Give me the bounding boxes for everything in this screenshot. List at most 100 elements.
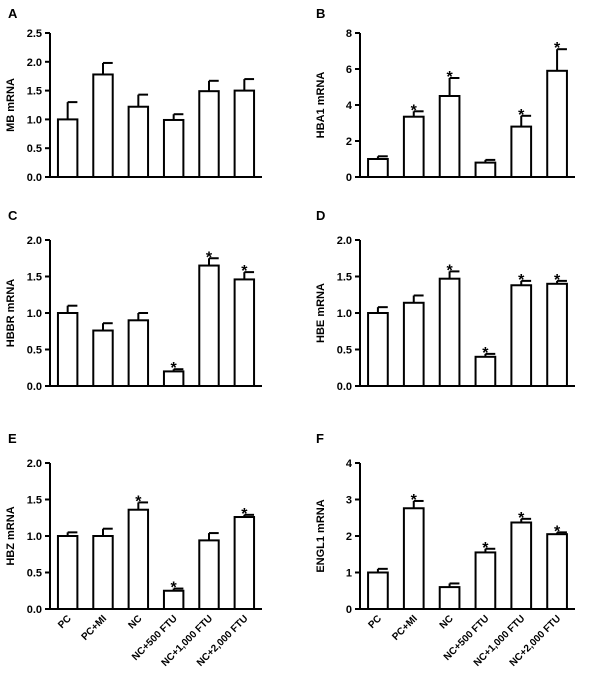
bar [402, 115, 425, 178]
significance-star: * [518, 272, 525, 289]
bar [402, 301, 425, 387]
y-tick-label: 1.5 [27, 495, 42, 507]
panel-letter: E [8, 431, 17, 446]
panel-letter: A [8, 6, 18, 21]
chart-panel-d: D 0.0 0.5 1.0 1.5 2.0 HBE mRNA * * * * [315, 208, 575, 393]
significance-star: * [446, 262, 453, 279]
x-tick-label: NC [438, 613, 456, 631]
bar [546, 69, 568, 178]
bar [546, 282, 568, 387]
bar [233, 89, 256, 178]
y-tick-label: 1.5 [27, 272, 42, 284]
y-tick-label: 0.0 [27, 172, 42, 184]
y-tick-label: 0.5 [27, 568, 42, 580]
y-tick-label: 0 [346, 172, 352, 184]
bar [510, 284, 533, 388]
y-tick-label: 1 [346, 568, 352, 580]
bar [162, 370, 185, 387]
bar [162, 118, 185, 178]
y-tick-label: 2.0 [337, 235, 352, 247]
panel-letter: C [8, 208, 18, 223]
bar [402, 507, 425, 611]
panel-letter: D [316, 208, 325, 223]
y-tick-label: 0.0 [27, 381, 42, 393]
y-tick-label: 0.5 [27, 345, 42, 357]
bar [92, 73, 114, 178]
y-tick-label: 6 [346, 64, 352, 76]
y-tick-label: 2 [346, 531, 352, 543]
chart-panel-b: B 0 2 4 6 8 HBA1 mRNA * * * * [315, 6, 575, 184]
significance-star: * [411, 102, 418, 119]
significance-star: * [482, 345, 489, 362]
x-tick-label: PC+MI [80, 613, 110, 643]
bar [56, 118, 79, 178]
y-tick-label: 1.0 [337, 308, 352, 320]
y-tick-label: 8 [346, 28, 352, 40]
y-tick-label: 2.0 [27, 458, 42, 470]
bar [92, 329, 114, 387]
y-tick-label: 0 [346, 604, 352, 616]
bar [510, 125, 533, 178]
chart-panel-c: C 0.0 0.5 1.0 1.5 2.0 HBBR mRNA * * * [5, 208, 262, 393]
y-tick-label: 3 [346, 495, 352, 507]
y-tick-label: 1.5 [337, 272, 352, 284]
y-tick-label: 4 [346, 458, 353, 470]
x-tick-label: PC+MI [390, 613, 420, 643]
y-tick-label: 1.0 [27, 531, 42, 543]
panel-letter: F [316, 431, 324, 446]
x-tick-label: PC [56, 613, 74, 631]
significance-star: * [171, 360, 178, 377]
y-tick-label: 2 [346, 136, 352, 148]
y-axis-label: HBZ mRNA [5, 506, 17, 565]
bar [92, 535, 114, 610]
y-axis-label: MB mRNA [5, 78, 17, 132]
significance-star: * [206, 249, 213, 266]
bar [127, 105, 150, 178]
significance-star: * [518, 510, 525, 527]
bar [198, 90, 220, 178]
y-axis-label: HBBR mRNA [5, 279, 17, 348]
significance-star: * [135, 493, 142, 510]
significance-star: * [482, 540, 489, 557]
y-tick-label: 0.0 [337, 381, 352, 393]
bar [233, 278, 256, 388]
significance-star: * [518, 107, 525, 124]
bar [474, 355, 497, 387]
y-tick-label: 2.5 [27, 28, 42, 40]
y-tick-label: 0.5 [27, 143, 42, 155]
bar [474, 161, 497, 179]
bar [510, 521, 533, 610]
significance-star: * [241, 506, 248, 523]
significance-star: * [554, 272, 561, 289]
bar [56, 535, 79, 610]
y-axis-label: HBA1 mRNA [315, 72, 327, 139]
y-axis-label: HBE mRNA [315, 283, 327, 343]
bar [438, 586, 461, 610]
panel-letter: B [316, 6, 325, 21]
bar [546, 533, 568, 610]
x-tick-label: NC [126, 613, 144, 631]
bar [438, 277, 461, 387]
y-tick-label: 1.0 [27, 308, 42, 320]
bar [56, 312, 79, 387]
bar [474, 551, 497, 610]
significance-star: * [241, 263, 248, 280]
bar [162, 589, 185, 610]
significance-star: * [171, 580, 178, 597]
y-tick-label: 2.0 [27, 57, 42, 69]
y-tick-label: 0.0 [27, 604, 42, 616]
bar [233, 516, 256, 611]
bar [367, 571, 389, 610]
bar [127, 319, 150, 387]
chart-panel-a: A 0.0 0.5 1.0 1.5 2.0 2.5 MB mRNA [5, 6, 262, 184]
significance-star: * [554, 40, 561, 57]
significance-star: * [446, 69, 453, 86]
bar [367, 158, 389, 178]
bar [438, 95, 461, 178]
x-tick-label: PC [366, 613, 384, 631]
bar [127, 508, 150, 610]
bar [198, 539, 220, 611]
